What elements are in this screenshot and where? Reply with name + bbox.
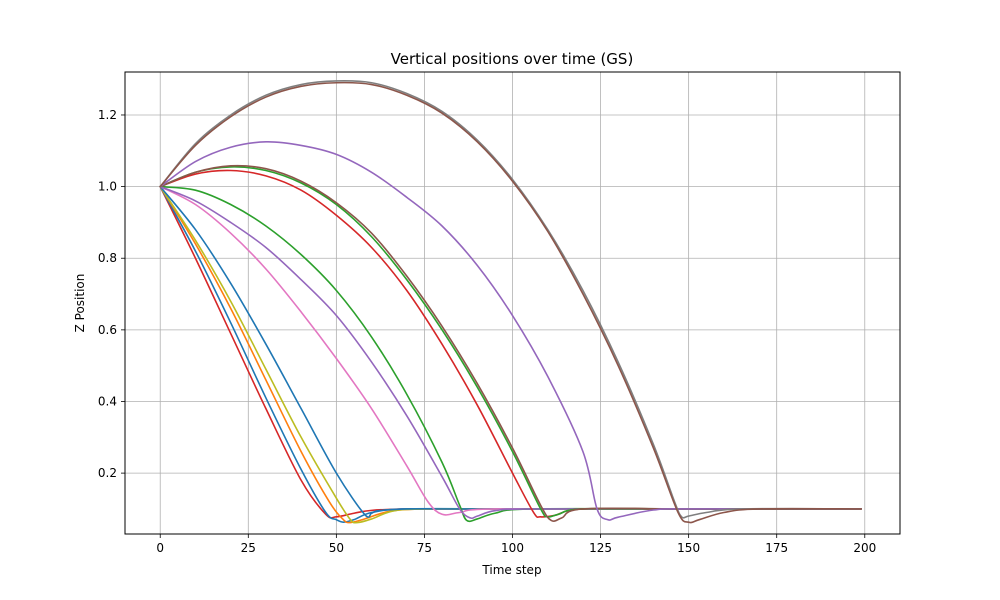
y-tick-label: 0.6 xyxy=(98,323,117,337)
y-tick-label: 1.2 xyxy=(98,108,117,122)
grid xyxy=(125,72,900,534)
y-tick-label: 0.8 xyxy=(98,251,117,265)
series-line-5 xyxy=(159,185,863,518)
y-tick-label: 0.2 xyxy=(98,466,117,480)
x-tick-label: 50 xyxy=(329,541,344,555)
x-tick-label: 175 xyxy=(765,541,788,555)
series-line-3 xyxy=(159,185,863,524)
y-tick-label: 1.0 xyxy=(98,180,117,194)
x-axis-title: Time step xyxy=(481,563,541,577)
series-line-4 xyxy=(159,185,863,524)
series-line-8 xyxy=(159,185,863,520)
x-tick-label: 25 xyxy=(241,541,256,555)
x-tick-label: 100 xyxy=(501,541,524,555)
series-layer xyxy=(159,80,863,524)
y-axis: 0.2 0.4 0.6 0.8 1.0 1.2 xyxy=(98,108,125,480)
series-line-11 xyxy=(159,164,863,522)
series-line-2 xyxy=(159,185,863,523)
series-line-13 xyxy=(159,80,863,519)
series-line-6 xyxy=(159,185,863,516)
series-line-12 xyxy=(159,141,863,521)
x-tick-label: 200 xyxy=(853,541,876,555)
y-axis-title: Z Position xyxy=(73,274,87,333)
x-axis: 0 25 50 75 100 125 150 175 200 xyxy=(156,534,876,555)
x-tick-label: 0 xyxy=(156,541,164,555)
series-line-14 xyxy=(159,81,863,524)
x-tick-label: 125 xyxy=(589,541,612,555)
x-tick-label: 75 xyxy=(417,541,432,555)
y-tick-label: 0.4 xyxy=(98,394,117,408)
chart-title: Vertical positions over time (GS) xyxy=(391,50,634,68)
x-tick-label: 150 xyxy=(677,541,700,555)
